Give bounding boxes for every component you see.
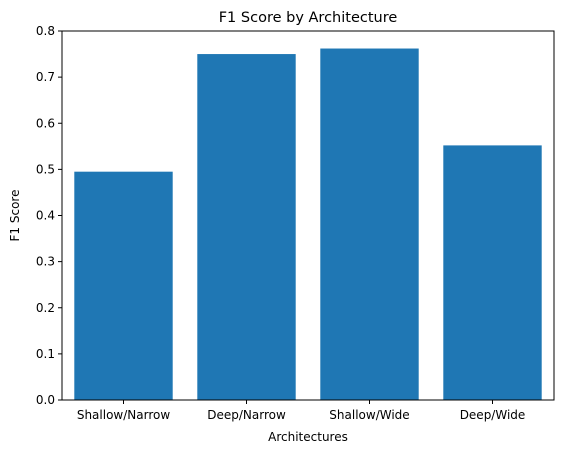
y-tick-label: 0.7 [36,70,55,84]
x-tick-label: Shallow/Narrow [77,408,171,422]
x-axis-label: Architectures [268,430,348,444]
x-tick-label: Deep/Wide [460,408,526,422]
y-tick-label: 0.5 [36,162,55,176]
x-axis: Shallow/Narrow Deep/Narrow Shallow/Wide Dee… [77,400,525,422]
y-tick-label: 0.2 [36,301,55,315]
bar-deep-wide [443,145,542,400]
chart-title: F1 Score by Architecture [219,10,398,26]
y-tick-label: 0.3 [36,255,55,269]
y-axis-label: F1 Score [8,190,22,242]
x-tick-label: Deep/Narrow [207,408,286,422]
bars-group [74,48,542,401]
bar-deep-narrow [197,54,296,400]
plot-frame [61,30,555,401]
y-tick-label: 0.1 [36,347,55,361]
y-axis: 0.0 0.1 0.2 0.3 0.4 0.5 0.6 0.7 0.8 [36,24,62,407]
y-tick-label: 0.8 [36,24,55,38]
x-tick-label: Shallow/Wide [329,408,409,422]
y-tick-label: 0.0 [36,393,55,407]
bar-shallow-narrow [74,171,173,400]
bar-shallow-wide [320,48,419,401]
y-tick-label: 0.4 [36,209,55,223]
y-tick-label: 0.6 [36,116,55,130]
